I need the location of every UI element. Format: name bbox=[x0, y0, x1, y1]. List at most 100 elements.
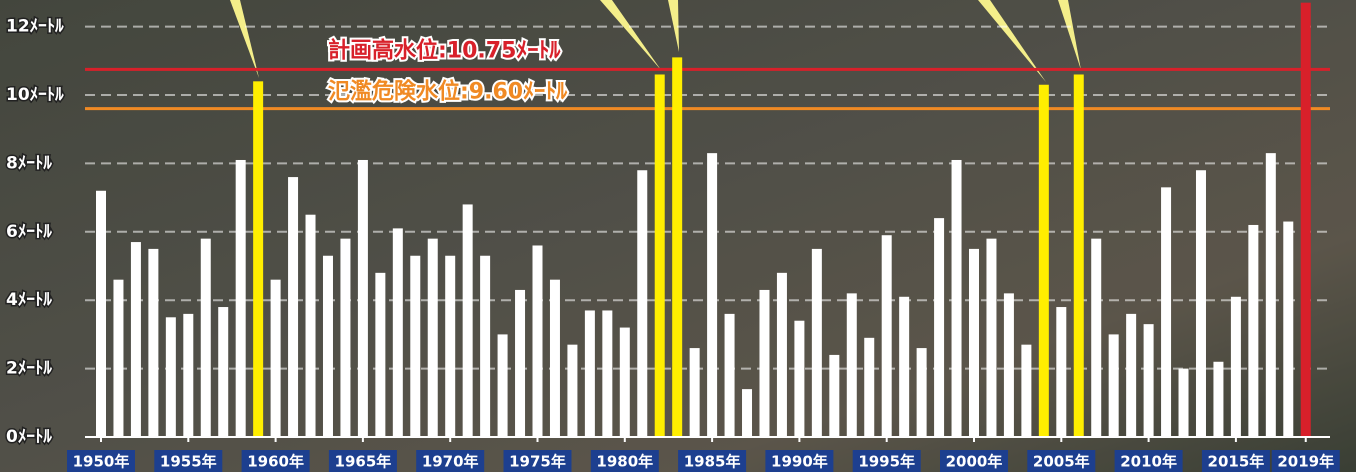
bar bbox=[759, 289, 770, 437]
bar bbox=[794, 320, 805, 437]
bar bbox=[1300, 2, 1311, 437]
bar bbox=[742, 389, 753, 437]
bar bbox=[1283, 221, 1294, 437]
bar bbox=[1108, 334, 1119, 437]
x-label-box bbox=[1114, 450, 1183, 472]
bar bbox=[218, 307, 229, 437]
x-tick-label: 1955年 bbox=[160, 453, 217, 471]
bar bbox=[462, 204, 473, 437]
bar bbox=[584, 310, 595, 437]
bar bbox=[846, 293, 857, 437]
bar bbox=[253, 81, 264, 437]
x-label-box bbox=[67, 450, 135, 472]
bar bbox=[288, 177, 299, 437]
x-label-box bbox=[328, 450, 397, 472]
bar bbox=[1056, 307, 1067, 437]
bar bbox=[113, 279, 124, 437]
bar bbox=[480, 255, 491, 437]
bar bbox=[1021, 344, 1032, 437]
bar bbox=[200, 238, 211, 437]
y-tick-label: 2ﾒｰﾄﾙ bbox=[6, 359, 52, 379]
bar bbox=[1213, 361, 1224, 437]
bar bbox=[1230, 296, 1241, 437]
bar bbox=[375, 272, 386, 437]
x-tick-label: 2019年 bbox=[1277, 453, 1334, 471]
bar bbox=[427, 238, 438, 437]
bar bbox=[986, 238, 997, 437]
x-label-box bbox=[1201, 450, 1270, 472]
x-tick-label: 1950年 bbox=[73, 453, 130, 471]
x-tick-label: 1960年 bbox=[247, 453, 304, 471]
bar bbox=[969, 248, 979, 437]
y-tick-label: 12ﾒｰﾄﾙ bbox=[6, 17, 64, 37]
bar bbox=[707, 153, 718, 437]
bar bbox=[340, 238, 351, 437]
x-label-box bbox=[154, 450, 223, 472]
x-label-box bbox=[765, 450, 834, 472]
bar bbox=[1126, 313, 1137, 437]
y-tick-label: 4ﾒｰﾄﾙ bbox=[6, 290, 52, 310]
x-tick-label: 1985年 bbox=[684, 453, 741, 471]
x-label-box bbox=[940, 450, 1008, 472]
bar bbox=[1143, 324, 1154, 437]
bar bbox=[1195, 170, 1206, 438]
x-label-box bbox=[416, 450, 485, 472]
reference-label: 計画高水位:10.75ﾒｰﾄﾙ bbox=[328, 37, 561, 63]
bar bbox=[951, 159, 962, 438]
bar bbox=[322, 255, 333, 437]
bar bbox=[445, 255, 456, 437]
bar bbox=[1003, 293, 1014, 437]
bar bbox=[130, 242, 141, 437]
bar bbox=[829, 354, 840, 437]
bar bbox=[1248, 224, 1259, 437]
x-tick-label: 1970年 bbox=[422, 453, 479, 471]
bar bbox=[235, 159, 246, 438]
x-label-box bbox=[678, 450, 747, 472]
bar bbox=[497, 334, 508, 437]
x-tick-label: 2015年 bbox=[1208, 453, 1265, 471]
bar bbox=[567, 344, 578, 437]
bar bbox=[1178, 368, 1189, 437]
bar bbox=[532, 245, 543, 437]
y-tick-label: 10ﾒｰﾄﾙ bbox=[6, 85, 64, 105]
x-label-box bbox=[852, 450, 921, 472]
x-tick-label: 2010年 bbox=[1120, 453, 1177, 471]
x-label-box bbox=[1271, 450, 1340, 472]
x-label-box bbox=[241, 450, 310, 472]
x-tick-label: 1995年 bbox=[858, 453, 915, 471]
bar bbox=[899, 296, 910, 437]
bar bbox=[654, 74, 665, 437]
callout bbox=[230, 0, 259, 78]
callout bbox=[978, 0, 1046, 82]
bar bbox=[148, 248, 159, 437]
bar bbox=[724, 313, 735, 437]
bar bbox=[776, 272, 787, 437]
y-tick-label: 6ﾒｰﾄﾙ bbox=[6, 222, 52, 242]
y-tick-label: 0ﾒｰﾄﾙ bbox=[6, 427, 52, 447]
bar bbox=[881, 235, 892, 437]
y-tick-label: 8ﾒｰﾄﾙ bbox=[6, 153, 52, 173]
bar bbox=[637, 170, 648, 438]
bar bbox=[811, 248, 822, 437]
bar bbox=[689, 348, 700, 437]
bar bbox=[916, 348, 927, 437]
x-label-box bbox=[503, 450, 572, 472]
bar bbox=[515, 289, 526, 437]
x-tick-label: 1980年 bbox=[596, 453, 653, 471]
bar bbox=[357, 159, 368, 438]
bar bbox=[619, 327, 630, 437]
bar bbox=[165, 317, 176, 437]
bar bbox=[934, 218, 945, 437]
bar bbox=[549, 279, 560, 437]
bar bbox=[1161, 187, 1172, 437]
x-tick-label: 2000年 bbox=[946, 453, 1003, 471]
bar bbox=[96, 190, 106, 437]
bar bbox=[672, 57, 683, 437]
bar bbox=[410, 255, 421, 437]
x-tick-label: 2005年 bbox=[1033, 453, 1090, 471]
x-label-box bbox=[590, 450, 659, 472]
bar bbox=[1091, 238, 1102, 437]
x-label-box bbox=[1027, 450, 1096, 472]
callouts bbox=[230, 0, 1081, 82]
